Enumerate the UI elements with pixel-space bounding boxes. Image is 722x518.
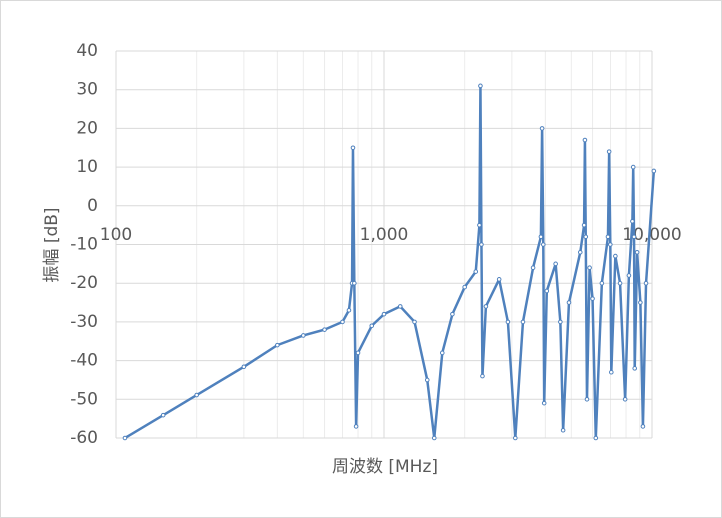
marker <box>424 377 430 383</box>
marker <box>544 288 550 294</box>
marker <box>462 284 467 290</box>
marker <box>431 435 437 441</box>
marker <box>640 424 646 429</box>
marker <box>581 222 587 228</box>
y-tick-label: 20 <box>76 118 98 138</box>
marker <box>483 304 489 309</box>
marker <box>593 435 599 441</box>
marker <box>194 392 199 398</box>
marker <box>538 234 544 240</box>
marker <box>340 319 345 325</box>
marker <box>608 242 613 247</box>
marker <box>530 265 536 271</box>
x-tick-label: 1,000 <box>360 225 409 245</box>
marker <box>450 311 455 317</box>
marker <box>346 307 352 313</box>
y-tick-label: 40 <box>76 41 98 61</box>
marker <box>558 319 563 325</box>
marker <box>301 333 306 338</box>
y-tick-label: -40 <box>70 351 98 371</box>
marker <box>439 350 445 356</box>
y-tick-label: -30 <box>70 312 98 332</box>
marker <box>590 296 595 301</box>
marker <box>541 400 547 406</box>
marker <box>609 369 614 375</box>
marker <box>352 280 357 286</box>
marker <box>566 300 572 305</box>
marker <box>480 373 485 379</box>
x-tick-label: 100 <box>100 225 132 245</box>
marker <box>626 273 632 278</box>
marker <box>505 319 511 325</box>
marker <box>613 253 618 259</box>
marker <box>605 234 611 240</box>
x-axis-title: 周波数 [MHz] <box>332 457 438 477</box>
marker <box>617 280 623 286</box>
marker <box>632 366 638 371</box>
y-tick-label: -10 <box>70 235 98 255</box>
marker <box>369 323 375 329</box>
x-tick-label: 10,000 <box>622 225 681 245</box>
y-tick-label: -50 <box>70 389 98 409</box>
marker <box>322 327 327 332</box>
marker <box>513 435 518 441</box>
marker <box>353 424 359 429</box>
y-tick-label: 30 <box>76 80 98 100</box>
marker <box>122 435 128 441</box>
marker <box>520 319 526 325</box>
y-tick-label: 10 <box>76 157 98 177</box>
marker <box>582 137 588 143</box>
plot-area: -60 -50 -40 -30 -20 -10 0 10 20 30 40 100 1,000 10,00… <box>70 41 682 448</box>
marker <box>477 222 482 228</box>
marker <box>397 304 403 309</box>
marker <box>553 261 558 267</box>
marker <box>355 350 361 356</box>
marker <box>479 242 484 247</box>
marker <box>606 149 612 154</box>
marker <box>638 300 643 305</box>
marker <box>241 364 247 370</box>
marker <box>651 168 657 174</box>
marker <box>350 145 356 151</box>
marker <box>275 342 280 348</box>
marker <box>622 397 628 402</box>
marker <box>587 265 592 271</box>
marker <box>577 249 583 255</box>
marker <box>584 397 590 402</box>
y-tick-label: -60 <box>70 428 98 448</box>
marker <box>381 311 387 317</box>
marker <box>473 269 479 274</box>
y-axis-title: 振幅 [dB] <box>42 207 62 282</box>
marker <box>630 164 636 170</box>
y-tick-label: -20 <box>70 273 98 293</box>
marker <box>496 277 502 282</box>
marker <box>643 280 649 286</box>
marker <box>478 83 483 89</box>
marker <box>634 249 640 255</box>
marker <box>412 319 417 325</box>
marker <box>599 280 605 286</box>
marker <box>631 234 637 240</box>
marker <box>160 412 166 418</box>
marker <box>583 234 589 240</box>
marker <box>560 427 566 433</box>
marker <box>630 218 635 224</box>
marker <box>540 242 546 247</box>
y-tick-label: 0 <box>87 196 98 216</box>
marker <box>539 126 545 131</box>
